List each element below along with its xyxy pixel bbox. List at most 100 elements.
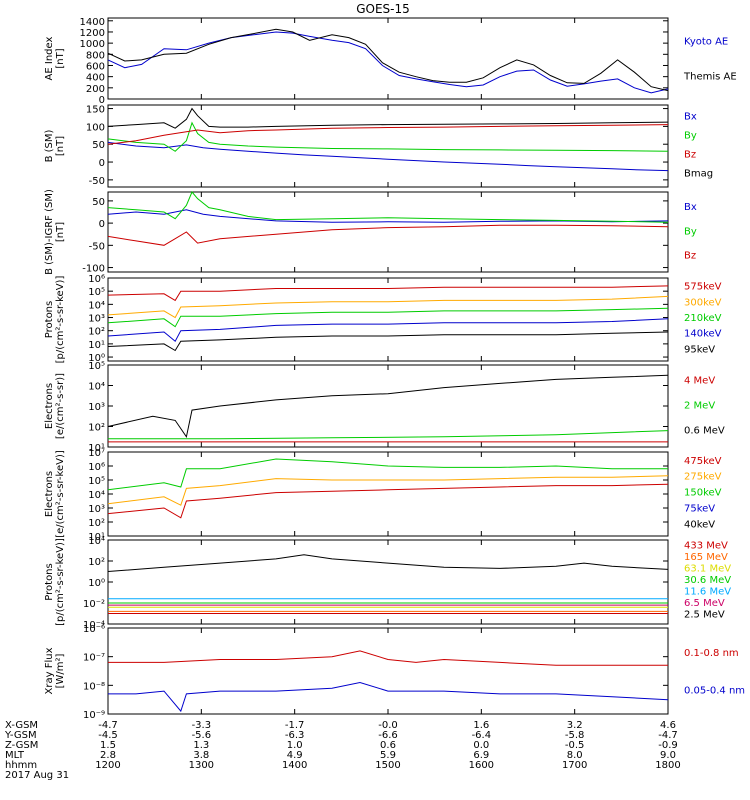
footer-value: -0.0 [378, 720, 398, 731]
y-axis-label: Protons[p/(cm²-s-sr-keV)] [44, 538, 66, 626]
y-axis-label: AE Index[nT] [44, 36, 66, 80]
panel-xray: 10⁻⁹ 10⁻⁸ 10⁻⁷ 10⁻⁶ Xray Flux[W/m²] 0.1-0.8 n… [44, 624, 745, 721]
y-tick-label: 10³ [88, 504, 105, 515]
panel-electrons2: 10¹ 10² 10³ 10⁴ 10⁵ 10⁶ 10⁷ Electrons[e/(cm²-s-… [44, 448, 722, 543]
series-line-xray-0 [108, 650, 668, 666]
footer-value: -4.7 [658, 730, 678, 741]
y-tick-label: 10⁰ [88, 353, 105, 364]
y-tick-label: 800 [86, 50, 105, 61]
legend-entry: Bz [684, 149, 696, 160]
y-tick-label: 10² [88, 557, 105, 568]
footer-row-label: hhmm [5, 760, 37, 771]
y-axis-label: Electrons[e/(cm²-s-sr-keV)] [44, 450, 66, 538]
legend-entry: Bx [684, 111, 697, 122]
footer-value: 0.0 [473, 740, 489, 751]
legend-entry: 575keV [684, 282, 722, 293]
y-tick-label: 10⁻⁹ [83, 710, 105, 721]
series-line-bigrf-1 [107, 191, 669, 223]
series-line-protons1-0 [107, 285, 669, 302]
panel-electrons1: 10¹ 10² 10³ 10⁴ 10⁵ Electrons[e/(cm²-s-sr)] 4 … [44, 361, 725, 454]
series-line-electrons2-2 [107, 458, 668, 491]
footer-value: 1600 [469, 760, 494, 771]
legend-entry: Themis AE [683, 72, 737, 83]
series-line-electrons1-2 [107, 374, 669, 439]
y-tick-label: 10² [88, 327, 105, 338]
y-tick-label: 100 [86, 122, 105, 133]
y-tick-label: 10¹ [88, 340, 105, 351]
legend-entry: 0.05-0.4 nm [684, 685, 745, 696]
y-tick-label: 150 [86, 105, 105, 116]
series-line-protons1-1 [107, 295, 669, 319]
y-tick-label: -50 [89, 176, 105, 187]
series-line-protons1-3 [107, 318, 669, 342]
y-tick-label: 1400 [80, 17, 105, 28]
y-tick-label: 10⁻⁸ [83, 681, 105, 692]
footer-value: 1800 [655, 760, 680, 771]
footer-value: 1700 [562, 760, 587, 771]
legend-entry: 150keV [684, 488, 722, 499]
legend-entry: 6.5 MeV [684, 598, 725, 609]
legend-entry: 63.1 MeV [684, 564, 731, 575]
series-line-bigrf-2 [107, 224, 669, 246]
footer-value: 3.8 [193, 750, 209, 761]
y-tick-label: 10⁻² [83, 599, 105, 610]
y-tick-label: 50 [92, 140, 105, 151]
panel-frame [107, 451, 669, 537]
footer-axis: X-GSM -4.7 -3.3 -1.7 -0.0 1.6 3.2 4.6Y-GSM -4.5-… [4, 720, 681, 781]
footer-row-label: Y-GSM [4, 730, 37, 741]
legend-entry: 275keV [684, 472, 722, 483]
footer-row-label: Z-GSM [5, 740, 38, 751]
footer-row-label: X-GSM [5, 720, 38, 731]
legend-entry: Bx [684, 202, 697, 213]
footer-row-label: MLT [5, 750, 25, 761]
plot-title: GOES-15 [356, 2, 410, 16]
footer-value: 3.2 [567, 720, 583, 731]
footer-value: -4.7 [98, 720, 118, 731]
series-line-bsm-0 [107, 141, 669, 172]
y-tick-label: 0 [99, 95, 105, 106]
legend-entry: 4 MeV [684, 376, 715, 387]
y-tick-label: 200 [86, 84, 105, 95]
legend-entry: 40keV [684, 519, 715, 530]
y-tick-label: 10⁻⁴ [83, 620, 105, 631]
legend-entry: 165 MeV [684, 552, 728, 563]
footer-value: -5.6 [192, 730, 212, 741]
y-tick-label: 10⁴ [88, 300, 105, 311]
y-tick-label: 1000 [80, 39, 105, 50]
series-line-protons2-6 [107, 554, 669, 572]
footer-value: 1300 [189, 760, 214, 771]
series-line-bsm-1 [107, 121, 669, 152]
panel-protons1: 10⁰ 10¹ 10² 10³ 10⁴ 10⁵ 10⁶ Protons[p/(cm²-s-sr… [44, 274, 722, 364]
y-tick-label: 10⁰ [88, 578, 105, 589]
y-tick-label: 10³ [88, 402, 105, 413]
legend-entry: By [684, 130, 697, 141]
y-tick-label: 10¹ [88, 532, 105, 543]
legend-entry: By [684, 226, 697, 237]
series-line-electrons2-1 [107, 475, 669, 506]
legend-entry: 0.1-0.8 nm [684, 648, 739, 659]
panel-bsm: -50 0 50 100 150 B (SM)[nT] Bx By Bz Bmag [44, 104, 713, 188]
footer-value: 1.3 [193, 740, 209, 751]
legend-entry: 0.6 MeV [684, 425, 725, 436]
footer-value: 5.9 [380, 750, 396, 761]
footer-value: 1200 [95, 760, 120, 771]
footer-value: 2.8 [100, 750, 116, 761]
y-axis-label: Xray Flux[W/m²] [44, 647, 66, 694]
panel-frame [107, 191, 669, 273]
y-tick-label: 10² [88, 423, 105, 434]
legend-entry: 11.6 MeV [684, 587, 731, 598]
legend-entry: 30.6 MeV [684, 575, 731, 586]
y-tick-label: 600 [86, 61, 105, 72]
y-tick-label: 10⁻⁷ [83, 653, 105, 664]
legend-entry: 75keV [684, 503, 715, 514]
y-tick-label: -50 [89, 241, 105, 252]
series-line-protons1-2 [107, 307, 669, 328]
footer-value: 4.6 [660, 720, 676, 731]
y-axis-label: Protons[p/(cm²-s-sr-keV)] [44, 276, 66, 364]
y-tick-label: 10⁴ [88, 536, 105, 547]
legend-entry: 475keV [684, 456, 722, 467]
date-label: 2017 Aug 31 [5, 770, 69, 781]
